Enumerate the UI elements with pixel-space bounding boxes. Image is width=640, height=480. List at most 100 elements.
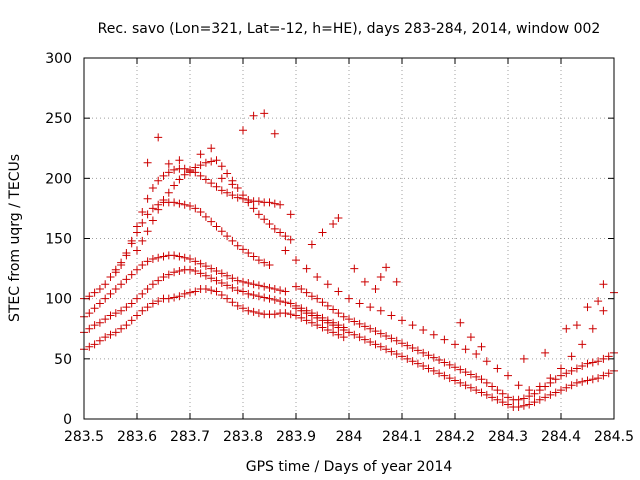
data-point bbox=[466, 370, 475, 379]
data-point bbox=[424, 351, 433, 360]
data-point bbox=[276, 286, 285, 295]
data-point bbox=[244, 279, 253, 288]
data-point bbox=[270, 285, 279, 294]
data-point bbox=[382, 331, 391, 340]
data-point bbox=[270, 224, 279, 233]
data-point bbox=[461, 345, 470, 354]
data-point bbox=[572, 378, 581, 387]
data-point bbox=[95, 299, 104, 308]
data-point bbox=[477, 375, 486, 384]
y-tick-label: 100 bbox=[45, 292, 72, 308]
data-point bbox=[302, 309, 311, 318]
data-point bbox=[360, 335, 369, 344]
data-point bbox=[260, 293, 269, 302]
y-tick-label: 200 bbox=[45, 171, 72, 187]
data-point bbox=[557, 371, 565, 380]
data-point bbox=[514, 381, 523, 390]
data-point bbox=[228, 283, 237, 292]
data-point bbox=[260, 282, 269, 291]
data-point bbox=[519, 401, 528, 410]
data-point bbox=[440, 335, 449, 344]
data-point bbox=[180, 200, 189, 209]
data-point bbox=[117, 324, 126, 333]
data-point bbox=[376, 329, 385, 338]
data-point bbox=[164, 168, 173, 177]
x-tick-label: 284.4 bbox=[541, 429, 581, 445]
data-point bbox=[254, 256, 263, 265]
data-point bbox=[546, 390, 555, 399]
chart-title: Rec. savo (Lon=321, Lat=-12, h=HE), days… bbox=[98, 21, 601, 37]
data-point bbox=[101, 294, 110, 303]
x-tick-label: 283.9 bbox=[276, 429, 316, 445]
data-point bbox=[217, 174, 226, 183]
data-point bbox=[551, 375, 560, 384]
data-point bbox=[186, 265, 194, 274]
data-point bbox=[191, 287, 200, 296]
data-point bbox=[270, 199, 279, 208]
data-point bbox=[546, 374, 555, 383]
data-point bbox=[413, 346, 422, 355]
data-point bbox=[154, 176, 163, 185]
x-axis-title: GPS time / Days of year 2014 bbox=[246, 459, 453, 475]
data-point bbox=[228, 298, 237, 307]
data-point bbox=[148, 280, 157, 289]
data-point bbox=[451, 376, 459, 385]
data-point bbox=[207, 157, 216, 166]
data-point bbox=[302, 316, 311, 325]
data-point bbox=[541, 393, 550, 402]
data-point bbox=[170, 293, 179, 302]
data-point bbox=[239, 304, 247, 313]
data-point bbox=[286, 210, 295, 219]
data-point bbox=[95, 285, 104, 294]
data-point bbox=[445, 360, 454, 369]
data-point bbox=[403, 354, 412, 363]
data-point bbox=[350, 317, 359, 326]
data-point bbox=[180, 289, 189, 298]
data-point bbox=[117, 260, 126, 269]
data-point bbox=[461, 381, 470, 390]
data-point bbox=[127, 236, 136, 245]
data-point bbox=[588, 375, 597, 384]
data-point bbox=[249, 280, 258, 289]
data-point bbox=[148, 216, 157, 225]
x-tick-label: 283.8 bbox=[223, 429, 263, 445]
data-point bbox=[223, 271, 232, 280]
data-point bbox=[329, 328, 338, 337]
data-point bbox=[191, 163, 200, 172]
data-point bbox=[307, 311, 316, 320]
axis-ticks: 283.5 283.6 283.7 283.8 283.9 284 284.1 284.2 28… bbox=[45, 51, 634, 445]
data-point bbox=[466, 333, 475, 342]
data-point bbox=[451, 363, 459, 372]
data-point bbox=[175, 252, 184, 261]
data-point bbox=[313, 313, 322, 322]
data-point bbox=[228, 191, 237, 200]
data-point bbox=[302, 288, 311, 297]
data-point bbox=[557, 364, 565, 373]
data-point bbox=[376, 306, 385, 315]
x-tick-label: 284 bbox=[336, 429, 363, 445]
data-point bbox=[371, 340, 380, 349]
data-point bbox=[164, 294, 173, 303]
data-point bbox=[201, 175, 210, 184]
data-point bbox=[138, 208, 147, 217]
data-point bbox=[276, 200, 285, 209]
data-point bbox=[387, 347, 396, 356]
data-point bbox=[254, 309, 263, 318]
data-point bbox=[281, 246, 290, 255]
y-tick-label: 0 bbox=[63, 412, 72, 428]
data-point bbox=[148, 204, 157, 213]
data-point bbox=[148, 299, 157, 308]
data-point bbox=[170, 251, 179, 260]
data-point bbox=[429, 330, 438, 339]
data-point bbox=[297, 306, 306, 315]
data-point bbox=[217, 291, 226, 300]
data-point bbox=[90, 304, 99, 313]
data-point bbox=[382, 263, 391, 272]
data-point bbox=[599, 354, 608, 363]
data-point bbox=[175, 175, 184, 184]
data-point bbox=[525, 386, 534, 395]
data-point bbox=[138, 260, 147, 269]
data-point bbox=[313, 294, 322, 303]
data-point bbox=[419, 325, 428, 334]
data-point bbox=[212, 182, 221, 191]
